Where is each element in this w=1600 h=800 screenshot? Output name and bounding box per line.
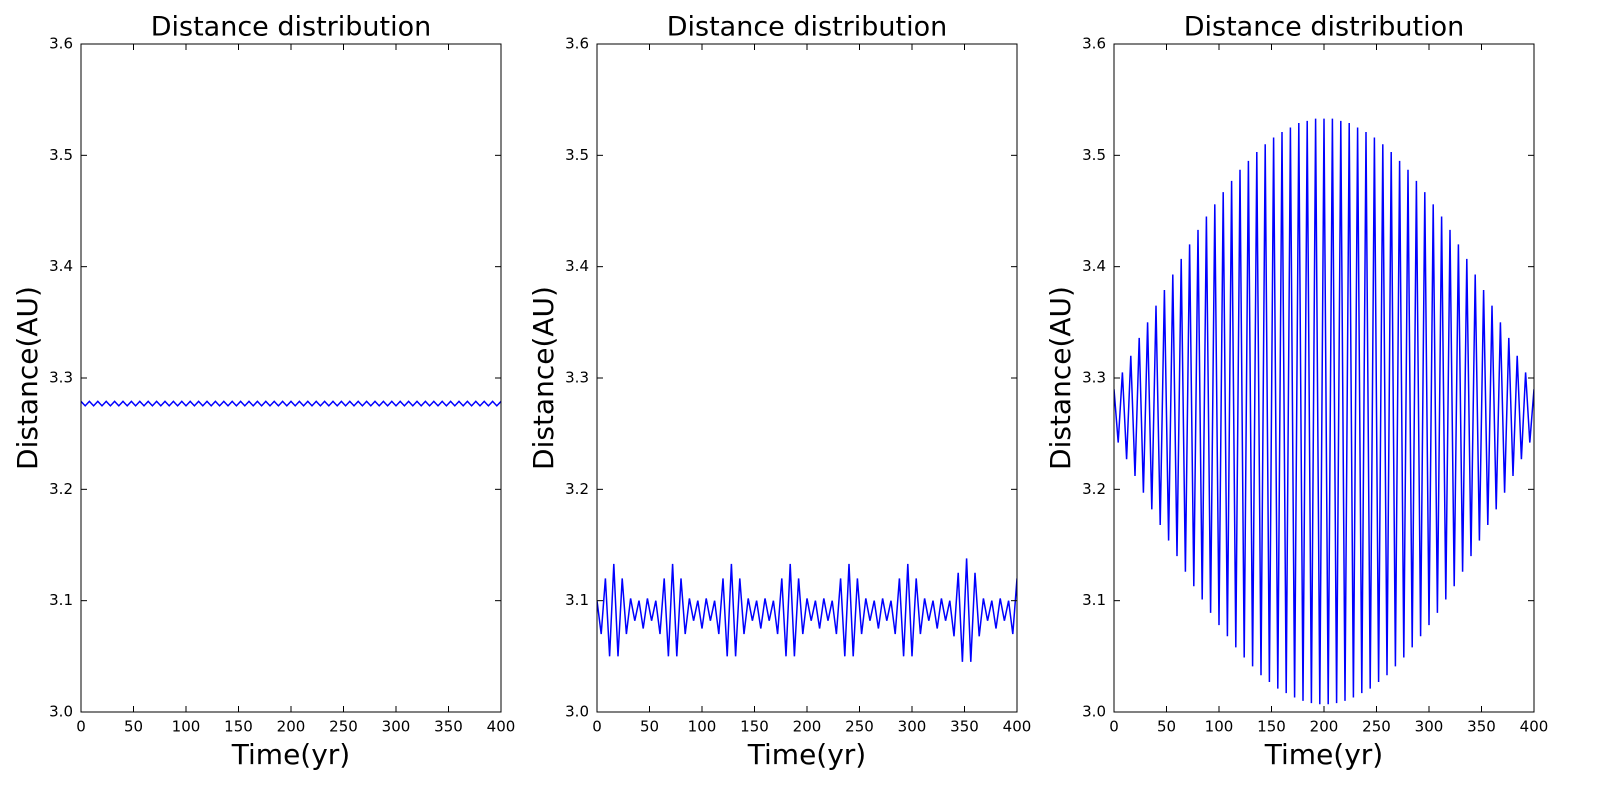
x-tick-label: 0 — [1109, 718, 1119, 736]
x-tick-label: 350 — [434, 718, 463, 736]
y-tick-label: 3.3 — [1082, 369, 1106, 387]
x-tick-label: 350 — [1467, 718, 1496, 736]
x-axis-label: Time(yr) — [1264, 738, 1383, 771]
x-tick-label: 0 — [592, 718, 602, 736]
y-tick-label: 3.2 — [565, 480, 589, 498]
y-tick-label: 3.4 — [49, 257, 73, 275]
y-tick-label: 3.4 — [1082, 257, 1106, 275]
x-tick-label: 50 — [640, 718, 659, 736]
x-tick-label: 400 — [1520, 718, 1549, 736]
y-axis-label: Distance(AU) — [11, 286, 44, 470]
data-line — [81, 400, 501, 407]
y-tick-label: 3.0 — [49, 703, 73, 721]
y-tick-label: 3.1 — [49, 591, 73, 609]
x-tick-label: 200 — [277, 718, 306, 736]
y-tick-label: 3.6 — [565, 35, 589, 53]
x-tick-label: 100 — [688, 718, 717, 736]
y-tick-label: 3.5 — [49, 146, 73, 164]
x-tick-label: 100 — [172, 718, 201, 736]
y-axis-label: Distance(AU) — [527, 286, 560, 470]
x-tick-label: 400 — [1003, 718, 1032, 736]
y-tick-label: 3.1 — [1082, 591, 1106, 609]
x-tick-label: 0 — [76, 718, 86, 736]
x-tick-label: 50 — [1157, 718, 1176, 736]
axes-frame — [596, 43, 1018, 713]
x-axis-label: Time(yr) — [747, 738, 866, 771]
y-tick-label: 3.0 — [1082, 703, 1106, 721]
y-tick-label: 3.5 — [1082, 146, 1106, 164]
x-tick-label: 250 — [845, 718, 874, 736]
x-tick-label: 350 — [950, 718, 979, 736]
x-tick-label: 300 — [382, 718, 411, 736]
x-tick-label: 50 — [124, 718, 143, 736]
y-tick-label: 3.4 — [565, 257, 589, 275]
y-tick-label: 3.3 — [49, 369, 73, 387]
x-tick-label: 150 — [1257, 718, 1286, 736]
data-line — [597, 558, 1017, 662]
chart-title: Distance distribution — [151, 12, 432, 43]
x-tick-label: 200 — [793, 718, 822, 736]
chart-title: Distance distribution — [667, 12, 948, 43]
y-tick-label: 3.3 — [565, 369, 589, 387]
data-line — [1114, 118, 1534, 705]
y-axis-label: Distance(AU) — [1044, 286, 1077, 470]
chart-title: Distance distribution — [1184, 12, 1465, 43]
y-tick-label: 3.1 — [565, 591, 589, 609]
x-tick-label: 150 — [740, 718, 769, 736]
x-tick-label: 250 — [1362, 718, 1391, 736]
y-tick-label: 3.5 — [565, 146, 589, 164]
y-tick-label: 3.6 — [1082, 35, 1106, 53]
axes-frame — [80, 43, 502, 713]
y-tick-label: 3.6 — [49, 35, 73, 53]
x-axis-label: Time(yr) — [231, 738, 350, 771]
x-tick-label: 250 — [329, 718, 358, 736]
x-tick-label: 200 — [1310, 718, 1339, 736]
x-tick-label: 150 — [224, 718, 253, 736]
x-tick-label: 400 — [487, 718, 516, 736]
y-tick-label: 3.0 — [565, 703, 589, 721]
x-tick-label: 300 — [898, 718, 927, 736]
y-tick-label: 3.2 — [49, 480, 73, 498]
x-tick-label: 100 — [1205, 718, 1234, 736]
x-tick-label: 300 — [1415, 718, 1444, 736]
y-tick-label: 3.2 — [1082, 480, 1106, 498]
